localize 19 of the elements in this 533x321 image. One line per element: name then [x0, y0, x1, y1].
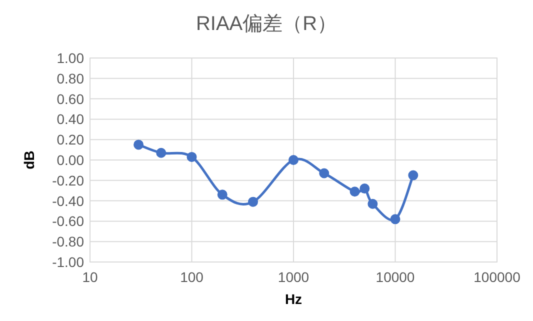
y-tick-label: 0.20 [56, 132, 84, 148]
x-axis-title: Hz [284, 291, 302, 307]
x-tick-label: 10 [82, 269, 98, 285]
x-tick-label: 1000 [278, 269, 310, 285]
y-tick-label: 0.60 [56, 90, 84, 107]
y-tick-label: 0.00 [56, 152, 84, 168]
y-tick-label: -0.40 [52, 192, 84, 209]
x-tick-label: 10000 [376, 269, 415, 285]
chart-title: RIAA偏差（R） [196, 13, 338, 35]
y-tick-label: 1.00 [56, 50, 84, 66]
x-tick-label: 100000 [474, 269, 521, 285]
y-tick-label: -0.80 [52, 234, 84, 250]
y-tick-label: -0.60 [52, 213, 84, 230]
x-tick-label: 100 [180, 269, 204, 285]
y-tick-label: -0.20 [52, 172, 84, 188]
y-axis-title: dB [21, 150, 37, 170]
y-tick-label: 0.80 [56, 70, 84, 86]
y-tick-label: 0.40 [56, 111, 84, 128]
y-tick-label: -1.00 [52, 254, 84, 270]
